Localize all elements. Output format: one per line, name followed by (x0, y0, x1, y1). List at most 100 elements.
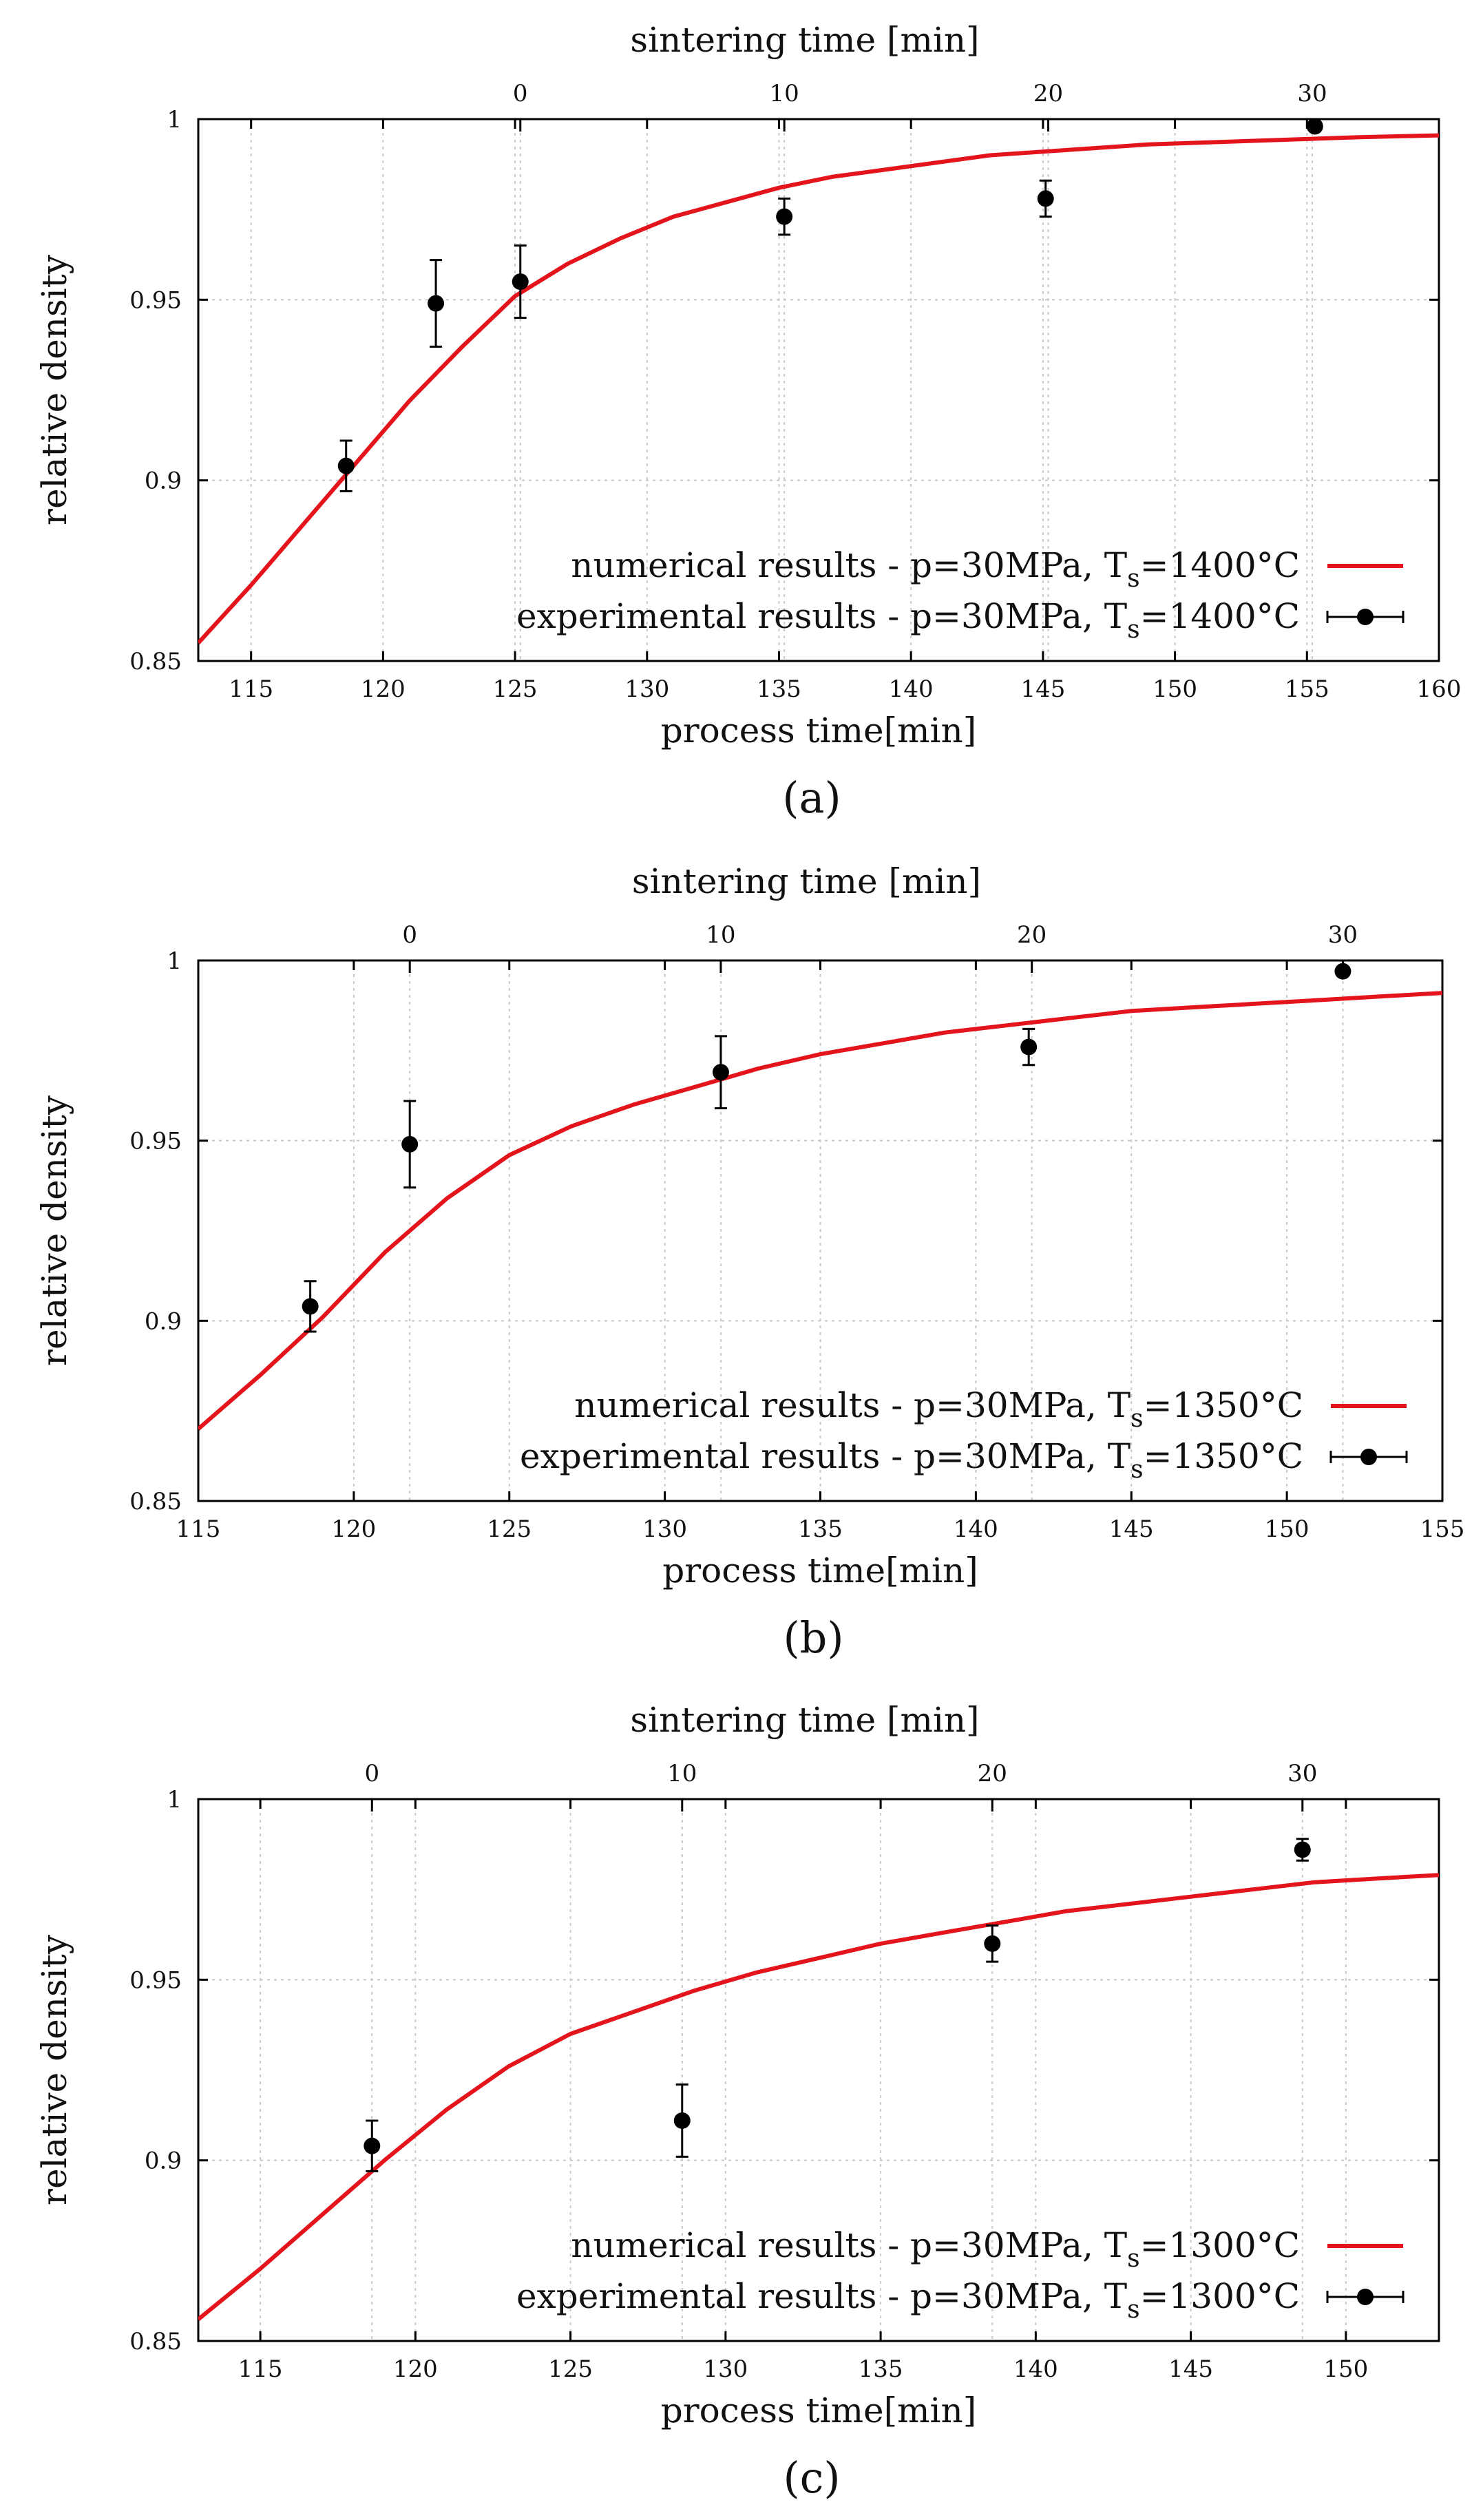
x2-tick-label: 0 (364, 1760, 379, 1787)
y-tick-label: 0.95 (129, 1128, 182, 1155)
x2-tick-label: 10 (770, 80, 799, 107)
panel-caption: (c) (783, 2453, 840, 2503)
legend-label-suffix: =1300°C (1140, 2276, 1300, 2316)
y-tick-label: 0.9 (145, 468, 182, 495)
x-tick-label: 150 (1153, 675, 1197, 703)
legend-point-sample (1357, 609, 1374, 625)
x-tick-label: 125 (487, 1515, 532, 1543)
legend-label-subscript: s (1130, 1456, 1143, 1484)
x-tick-label: 140 (889, 675, 934, 703)
y-axis-title: relative density (34, 254, 74, 525)
x-tick-label: 140 (954, 1515, 998, 1543)
x2-tick-label: 10 (706, 921, 735, 949)
x2-tick-label: 30 (1287, 1760, 1317, 1787)
legend-point-sample (1357, 2289, 1374, 2305)
legend-label: experimental results - p=30MPa, Ts=1300°… (516, 2276, 1300, 2324)
x-tick-label: 140 (1013, 2355, 1058, 2383)
x-tick-label: 145 (1168, 2355, 1213, 2383)
plot-frame (197, 118, 1440, 662)
x-axis-title: process time[min] (662, 1551, 978, 1590)
x-tick-label: 125 (493, 675, 538, 703)
experimental-point (984, 1935, 1001, 1952)
legend-label-suffix: =1300°C (1140, 2225, 1300, 2265)
x2-tick-label: 0 (402, 921, 417, 949)
legend-label: numerical results - p=30MPa, Ts=1400°C (571, 545, 1300, 593)
experimental-point (337, 457, 355, 474)
y-tick-label: 1 (167, 1786, 182, 1814)
x-tick-label: 115 (176, 1515, 221, 1543)
experimental-point (712, 1064, 729, 1081)
legend-label-suffix: =1350°C (1144, 1436, 1303, 1476)
x2-tick-label: 20 (978, 1760, 1007, 1787)
experimental-point (364, 2137, 381, 2154)
x-tick-label: 125 (548, 2355, 593, 2383)
legend-label-suffix: =1400°C (1140, 596, 1300, 636)
experimental-point (776, 208, 793, 225)
panel-caption: (b) (783, 1613, 843, 1663)
x-tick-label: 155 (1420, 1515, 1465, 1543)
numerical-results-line (198, 133, 1439, 644)
experimental-point (1020, 1038, 1038, 1056)
y-tick-label: 1 (167, 947, 182, 975)
x-tick-label: 135 (757, 675, 801, 703)
y-tick-label: 0.9 (145, 1308, 182, 1335)
x-tick-label: 120 (361, 675, 406, 703)
experimental-point (1306, 118, 1323, 135)
x-tick-label: 130 (703, 2355, 748, 2383)
x-tick-label: 160 (1417, 675, 1462, 703)
x2-tick-label: 20 (1033, 80, 1063, 107)
x-tick-label: 145 (1020, 675, 1065, 703)
experimental-point (1037, 190, 1054, 207)
x2-tick-label: 20 (1017, 921, 1046, 949)
legend-label-main: numerical results - p=30MPa, T (574, 1385, 1130, 1425)
experimental-point (302, 1298, 319, 1315)
chart-panel-2: 115 120 125 130 135 140 145 150 155 0 10 20 30 0.85 0.… (34, 861, 1464, 1663)
x-tick-label: 130 (624, 675, 669, 703)
experimental-point (512, 273, 529, 291)
legend-label-main: experimental results - p=30MPa, T (520, 1436, 1130, 1476)
legend-point-sample (1360, 1449, 1377, 1465)
x-tick-label: 150 (1265, 1515, 1310, 1543)
x2-axis-title: sintering time [min] (630, 20, 979, 60)
x-tick-label: 130 (642, 1515, 687, 1543)
legend-label: experimental results - p=30MPa, Ts=1400°… (516, 596, 1300, 644)
experimental-point (1334, 963, 1351, 980)
x-tick-label: 115 (238, 2355, 283, 2383)
y-tick-label: 0.85 (129, 648, 182, 675)
y-tick-label: 1 (167, 106, 182, 134)
x-tick-label: 115 (229, 675, 273, 703)
y-tick-label: 0.85 (129, 2328, 182, 2355)
y-tick-label: 0.95 (129, 286, 182, 314)
legend-label-subscript: s (1127, 2296, 1139, 2324)
legend-label-suffix: =1350°C (1144, 1385, 1303, 1425)
y-axis-title: relative density (34, 1095, 74, 1366)
x2-tick-label: 10 (667, 1760, 697, 1787)
x-tick-label: 145 (1109, 1515, 1154, 1543)
experimental-point (673, 2112, 691, 2129)
x2-tick-label: 30 (1328, 921, 1358, 949)
numerical-results-line (198, 1873, 1439, 2321)
chart-panel-3: 115 120 125 130 135 140 145 150 0 10 20 30 0.85 0.9 0.… (34, 1700, 1440, 2503)
legend-label-subscript: s (1127, 616, 1139, 644)
x-tick-label: 150 (1323, 2355, 1368, 2383)
experimental-point (1294, 1841, 1311, 1858)
x-tick-label: 135 (798, 1515, 843, 1543)
panel-caption: (a) (782, 773, 841, 823)
legend-label-main: experimental results - p=30MPa, T (516, 2276, 1127, 2316)
x-tick-label: 120 (331, 1515, 376, 1543)
legend-label: numerical results - p=30MPa, Ts=1300°C (571, 2225, 1300, 2273)
x-tick-label: 135 (859, 2355, 903, 2383)
y-tick-label: 0.85 (129, 1488, 182, 1515)
legend-label: numerical results - p=30MPa, Ts=1350°C (574, 1385, 1303, 1433)
legend-label-subscript: s (1130, 1405, 1143, 1433)
x2-axis-title: sintering time [min] (630, 1700, 979, 1740)
x2-tick-label: 0 (513, 80, 528, 107)
experimental-point (401, 1135, 419, 1153)
x-tick-label: 155 (1285, 675, 1329, 703)
legend-label-suffix: =1400°C (1140, 545, 1300, 585)
legend-label-subscript: s (1127, 565, 1139, 593)
legend-label-main: numerical results - p=30MPa, T (571, 545, 1127, 585)
legend-label: experimental results - p=30MPa, Ts=1350°… (520, 1436, 1303, 1484)
y-axis-title: relative density (34, 1934, 74, 2205)
